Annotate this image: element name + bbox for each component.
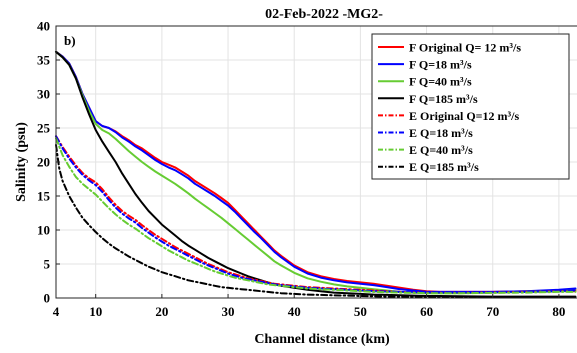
legend-label-5: E Original Q=12 m³/s	[409, 109, 519, 123]
legend: F Original Q= 12 m³/s F Q=18 m³/s F Q=40 m…	[371, 33, 570, 180]
y-axis-label: Salinity (psu)	[14, 122, 29, 202]
legend-box	[371, 33, 570, 180]
series-line-4	[55, 50, 577, 298]
y-tick-label: 0	[44, 291, 51, 306]
y-tick-label: 35	[37, 53, 51, 68]
legend-label-1: F Original Q= 12 m³/s	[409, 41, 521, 55]
legend-label-7: E Q=40 m³/s	[409, 143, 473, 157]
x-tick-label: 20	[155, 304, 168, 319]
series-line-2	[55, 50, 577, 293]
x-tick-label: 80	[552, 304, 565, 319]
chart-title: 02-Feb-2022 -MG2-	[265, 7, 383, 22]
y-tick-label: 25	[37, 121, 51, 136]
series-layer	[55, 50, 577, 299]
legend-label-6: E Q=18 m³/s	[409, 126, 473, 140]
y-tick-label: 5	[44, 257, 51, 272]
y-tick-label: 40	[37, 19, 50, 34]
x-tick-label: 50	[354, 304, 367, 319]
legend-label-2: F Q=18 m³/s	[409, 58, 472, 72]
x-tick-label: 10	[89, 304, 102, 319]
x-axis-label: Channel distance (km)	[254, 332, 390, 347]
x-tick-label: 40	[288, 304, 301, 319]
y-tick-label: 30	[37, 87, 50, 102]
legend-label-4: F Q=185 m³/s	[409, 92, 478, 106]
axis-ticks: 4 10 20 30 40 50 60 70 80 0 5 10 15 20 25 30 35 40	[37, 19, 565, 320]
legend-label-3: F Q=40 m³/s	[409, 75, 472, 89]
y-tick-label: 20	[37, 155, 50, 170]
legend-label-8: E Q=185 m³/s	[409, 160, 479, 174]
x-tick-label: 70	[486, 304, 499, 319]
x-tick-label: 30	[222, 304, 235, 319]
x-tick-label: 4	[53, 304, 60, 319]
y-tick-label: 10	[37, 223, 50, 238]
y-tick-label: 15	[37, 189, 51, 204]
x-tick-label: 60	[420, 304, 433, 319]
series-line-8	[55, 144, 577, 299]
panel-label: b)	[64, 33, 76, 48]
series-line-7	[55, 137, 577, 295]
